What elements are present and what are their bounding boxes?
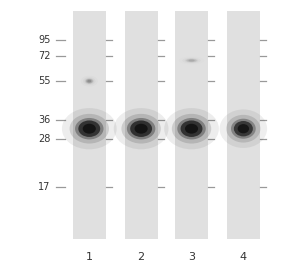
Text: 17: 17 [38,182,50,192]
Ellipse shape [83,124,96,134]
Ellipse shape [85,78,94,84]
Ellipse shape [219,109,267,148]
Ellipse shape [188,59,195,62]
Ellipse shape [134,124,148,134]
Ellipse shape [122,114,161,144]
Ellipse shape [226,115,260,142]
Ellipse shape [78,120,100,137]
Ellipse shape [87,80,91,82]
Text: 28: 28 [38,134,50,144]
Text: 3: 3 [188,252,195,262]
Ellipse shape [238,124,249,133]
Text: 55: 55 [38,76,50,86]
Text: 2: 2 [138,252,145,262]
Ellipse shape [231,119,256,139]
Ellipse shape [130,120,152,137]
Ellipse shape [70,114,109,144]
Ellipse shape [62,108,117,149]
Bar [175,11,208,239]
Ellipse shape [114,108,168,149]
Ellipse shape [186,59,197,62]
Text: 4: 4 [240,252,247,262]
Ellipse shape [234,121,253,136]
Text: 1: 1 [86,252,93,262]
Ellipse shape [164,108,219,149]
Ellipse shape [177,118,206,139]
Ellipse shape [127,118,155,139]
Bar [124,11,158,239]
Ellipse shape [86,79,93,83]
Ellipse shape [181,120,202,137]
Ellipse shape [172,114,211,144]
Bar [73,11,106,239]
Text: 72: 72 [38,51,50,61]
Ellipse shape [185,124,198,134]
Text: 95: 95 [38,35,50,45]
Text: 36: 36 [38,115,50,125]
Bar [227,11,260,239]
Ellipse shape [75,118,103,139]
